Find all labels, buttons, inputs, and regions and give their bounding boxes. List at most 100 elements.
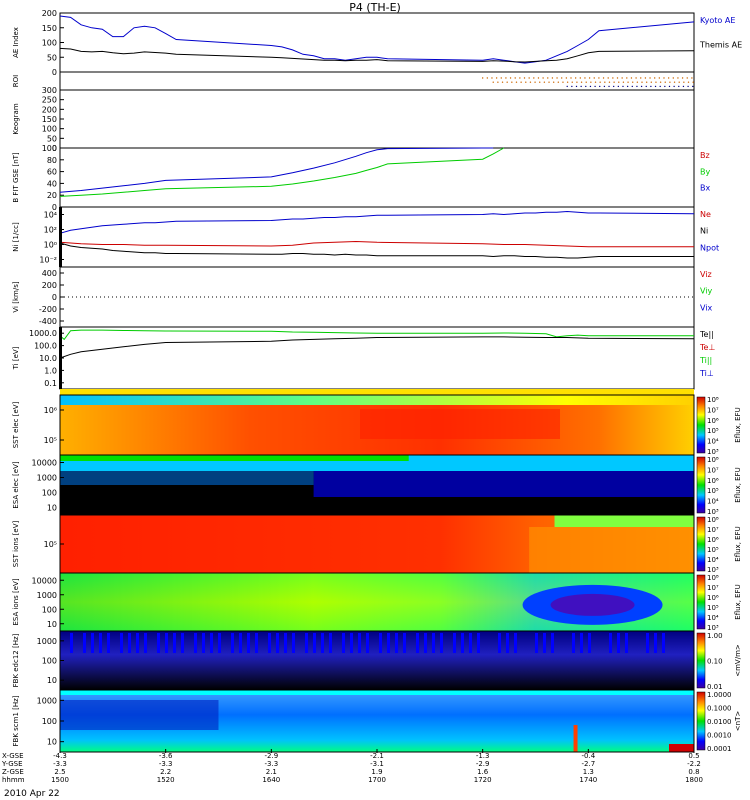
roi-dot bbox=[655, 81, 657, 83]
roi-dot bbox=[576, 81, 578, 83]
colorbar-tick-fbk-edc12: 1.00 bbox=[707, 632, 723, 640]
legend-velocity-2: Vix bbox=[700, 303, 713, 312]
colorbar-tick-esa-ions: 10⁶ bbox=[707, 594, 719, 602]
roi-dot bbox=[669, 81, 671, 83]
heatmap-stripe bbox=[194, 633, 197, 653]
roi-dot bbox=[659, 85, 661, 88]
ytick-label-velocity: -200 bbox=[39, 305, 57, 314]
heatmap-hot bbox=[360, 409, 560, 439]
panel-fbk-scm1: FBK scm1 [Hz] 0.0001 0.0010 0.0100 0.1000 1.0… bbox=[12, 689, 742, 753]
series-density-2 bbox=[59, 210, 695, 234]
ytick-label-keogram: 150 bbox=[42, 115, 57, 124]
ytick-label-fbk-edc12: 100 bbox=[42, 657, 57, 666]
colorbar-tick-fbk-edc12: 0.10 bbox=[707, 658, 723, 666]
ytick-label-keogram: 250 bbox=[42, 96, 57, 105]
ytick-label-esa-electrons: 10 bbox=[47, 504, 57, 513]
heatmap-band bbox=[60, 690, 694, 695]
heatmap-stripe bbox=[350, 633, 353, 653]
colorbar-tick-esa-ions: 10⁸ bbox=[707, 574, 719, 582]
ylabel-keogram: Keogram bbox=[12, 103, 20, 134]
colorbar-tick-fbk-scm1: 0.0100 bbox=[707, 718, 732, 726]
heatmap-stripe bbox=[99, 633, 102, 653]
roi-dot bbox=[580, 85, 582, 88]
colorbar-fbk-scm1 bbox=[696, 691, 706, 751]
xtick-zgse: 2.2 bbox=[160, 768, 171, 776]
series-temperature-0 bbox=[59, 329, 694, 341]
ytick-label-esa-ions: 100 bbox=[42, 605, 57, 614]
roi-dot bbox=[594, 85, 596, 88]
ytick-label-ae: 50 bbox=[47, 53, 57, 62]
colorbar-tick-sst-electrons: 10⁸ bbox=[707, 396, 719, 404]
xtick-ygse: -3.3 bbox=[264, 760, 278, 768]
xtick-ygse: -2.2 bbox=[687, 760, 701, 768]
xaxis-row-label: Z-GSE bbox=[2, 768, 24, 776]
roi-dot bbox=[515, 81, 518, 83]
heatmap-stripe bbox=[144, 633, 147, 653]
roi-dot bbox=[613, 81, 615, 83]
heatmap-stripe bbox=[432, 633, 435, 653]
heatmap-stripe bbox=[342, 633, 345, 653]
colorbar-label-sst-ions: Eflux, EFU bbox=[734, 526, 742, 561]
colorbar-tick-sst-ions: 10⁸ bbox=[707, 516, 719, 524]
ytick-label-keogram: 200 bbox=[42, 105, 57, 114]
heatmap-stripe bbox=[83, 633, 86, 653]
ylabel-esa-electrons: ESA elec [eV] bbox=[12, 461, 20, 508]
roi-dot bbox=[667, 77, 670, 79]
frame-density bbox=[59, 206, 695, 268]
roi-dot bbox=[551, 77, 554, 79]
panel-velocity: Vi [km/s] -400 -200 0 200 400 Viz Viy Vix bbox=[12, 266, 713, 328]
roi-dot bbox=[552, 81, 555, 83]
ytick-label-esa-ions: 10000 bbox=[32, 576, 57, 585]
heatmap-stripe bbox=[128, 633, 131, 653]
roi-dot bbox=[683, 81, 685, 83]
xtick-hhmm: 1740 bbox=[579, 776, 597, 784]
heatmap-stripe bbox=[662, 633, 665, 653]
colorbar-tick-esa-ions: 10³ bbox=[707, 624, 719, 632]
ylabel-density: Ni [1/cc] bbox=[12, 222, 20, 252]
heatmap-stripe bbox=[424, 633, 427, 653]
roi-dot bbox=[602, 77, 605, 79]
roi-dot bbox=[621, 77, 623, 79]
heatmap-stripe bbox=[625, 633, 628, 653]
heatmap-stripe bbox=[91, 633, 94, 653]
ytick-label-ae: 150 bbox=[42, 24, 57, 33]
ytick-label-velocity: 200 bbox=[42, 281, 57, 290]
series-bfield-2 bbox=[59, 147, 494, 193]
heatmap-stripe bbox=[305, 633, 308, 653]
heatmap-stripe bbox=[588, 633, 591, 653]
ytick-label-esa-electrons: 10000 bbox=[32, 459, 57, 468]
roi-dot bbox=[649, 77, 651, 79]
roi-dot bbox=[632, 81, 634, 83]
roi-dot bbox=[528, 77, 530, 79]
heatmap-stripe bbox=[477, 633, 480, 653]
heatmap-stripe bbox=[379, 633, 382, 653]
roi-dot bbox=[654, 85, 657, 88]
roi-dot bbox=[678, 85, 680, 88]
colorbar-label-esa-ions: Eflux, EFU bbox=[734, 584, 742, 619]
roi-dot bbox=[604, 81, 606, 83]
roi-dot bbox=[491, 77, 493, 79]
data-edge bbox=[59, 327, 62, 389]
roi-dot bbox=[617, 85, 620, 88]
xtick-ygse: -3.3 bbox=[53, 760, 67, 768]
roi-dot bbox=[626, 85, 629, 88]
roi-dot bbox=[645, 81, 648, 83]
roi-dot bbox=[511, 81, 513, 83]
xtick-ygse: -3.1 bbox=[370, 760, 384, 768]
ytick-label-fbk-scm1: 1000 bbox=[37, 696, 57, 705]
roi-dot bbox=[570, 77, 572, 79]
roi-dot bbox=[692, 81, 694, 83]
panel-ae: AE Index 0 50 100 150 200 Kyoto AE Themis AE bbox=[12, 9, 742, 77]
roi-dot bbox=[616, 77, 619, 79]
roi-dot bbox=[561, 77, 563, 79]
heatmap-stripe bbox=[321, 633, 324, 653]
series-bfield-1 bbox=[59, 147, 505, 197]
heatmap-stripe bbox=[453, 633, 456, 653]
roi-dot bbox=[627, 81, 629, 83]
heatmap-stripe bbox=[543, 633, 546, 653]
ytick-label-temperature: 0.1 bbox=[44, 379, 57, 388]
heatmap-stripe bbox=[292, 633, 295, 653]
panel-fbk-edc12: FBK edc12 [Hz] 0.01 0.10 1.00 <mV/m> 10 100 100… bbox=[12, 630, 742, 691]
